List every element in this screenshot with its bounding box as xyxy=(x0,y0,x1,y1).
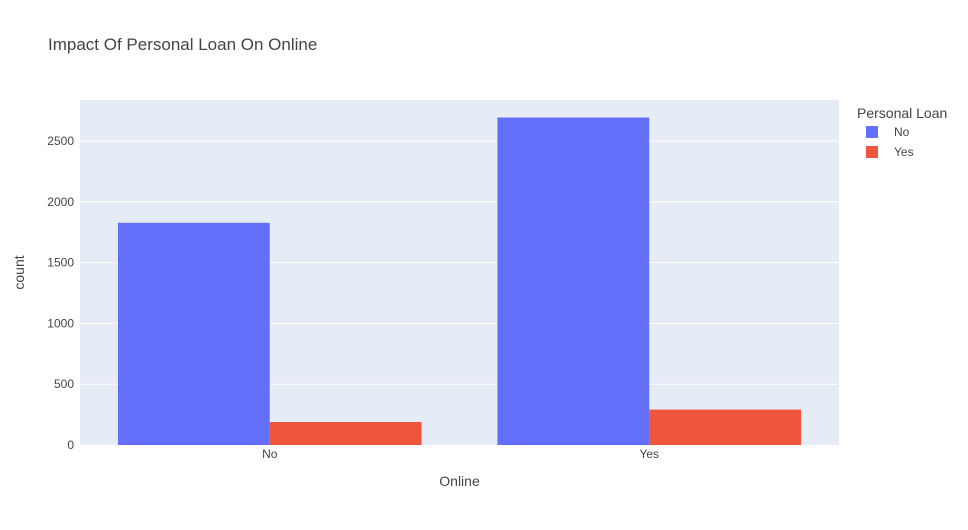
chart-title: Impact Of Personal Loan On Online xyxy=(48,35,317,54)
y-axis-ticks: 0 500 1000 1500 2000 2500 xyxy=(47,134,74,452)
legend-items: No Yes xyxy=(866,125,914,159)
y-tick-label: 0 xyxy=(67,438,74,452)
x-tick-label: No xyxy=(262,447,278,461)
x-axis-title: Online xyxy=(439,473,480,489)
bar-online-no-loan-no xyxy=(117,222,270,445)
y-tick-label: 1000 xyxy=(47,316,74,330)
y-tick-label: 1500 xyxy=(47,256,74,270)
y-tick-label: 2000 xyxy=(47,195,74,209)
legend-title: Personal Loan xyxy=(857,105,947,121)
y-axis-title: count xyxy=(11,255,27,289)
bar-online-no-loan-yes xyxy=(269,422,422,445)
legend: Personal Loan No Yes xyxy=(857,105,947,159)
legend-swatch xyxy=(866,126,878,138)
bar-online-yes-loan-no xyxy=(497,117,650,445)
y-tick-label: 2500 xyxy=(47,134,74,148)
y-tick-label: 500 xyxy=(54,377,74,391)
bars xyxy=(117,117,802,445)
legend-label: Yes xyxy=(894,145,914,159)
legend-label: No xyxy=(894,125,910,139)
x-axis-ticks: No Yes xyxy=(262,447,659,461)
x-tick-label: Yes xyxy=(639,447,659,461)
bar-online-yes-loan-yes xyxy=(649,409,802,445)
legend-swatch xyxy=(866,146,878,158)
